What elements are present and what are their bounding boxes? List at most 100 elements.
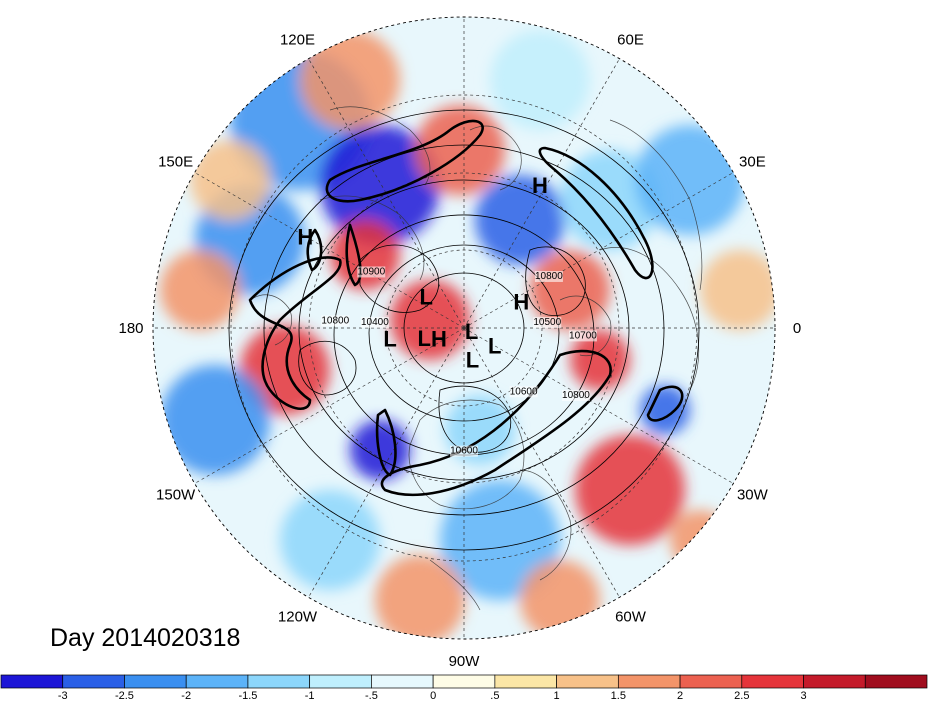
meridian-line xyxy=(308,58,465,329)
colorbar-tick-label: -2.5 xyxy=(115,690,134,702)
colorbar-tick-label: 1 xyxy=(554,690,560,702)
high-pressure-label: H xyxy=(431,327,447,352)
longitude-label-150W: 150W xyxy=(156,487,196,504)
contour-label: 10900 xyxy=(357,266,385,277)
colorbar-segment xyxy=(679,674,743,689)
colorbar-segment xyxy=(803,674,866,689)
longitude-label-180: 180 xyxy=(118,320,143,337)
colorbar-segment xyxy=(494,674,557,689)
contour-label-background xyxy=(561,389,590,401)
longitude-label-120W: 120W xyxy=(278,608,318,625)
colorbar-segment xyxy=(309,674,372,689)
anomaly-blob xyxy=(560,150,660,250)
colorbar-segment xyxy=(741,674,804,689)
meridian-line xyxy=(194,172,465,329)
colorbar-segment xyxy=(185,674,249,689)
anomaly-blob xyxy=(415,105,505,195)
meridian-line xyxy=(194,327,465,484)
high-pressure-label: H xyxy=(532,173,548,198)
longitude-label-120E: 120E xyxy=(280,32,315,49)
anomaly-blob xyxy=(390,280,470,360)
anomaly-blob xyxy=(700,250,775,330)
anomaly-blob xyxy=(320,125,440,245)
map-boundary xyxy=(152,16,776,640)
contour-label-background xyxy=(534,270,563,282)
anomaly-blob xyxy=(350,420,410,480)
longitude-labels: 90E 60E 30E 0 30W 60W 90W 120W 150W 180 150E 120E xyxy=(118,0,801,670)
contour-label: 10800 xyxy=(535,271,563,282)
colorbar-segment xyxy=(124,674,187,689)
contour-label-background xyxy=(568,330,597,342)
low-pressure-label: L xyxy=(383,326,396,351)
contour-label: 10600 xyxy=(450,446,478,457)
colorbar-segment xyxy=(617,674,681,689)
anomaly-blob xyxy=(160,250,240,330)
contour-label-background xyxy=(450,445,478,457)
colorbar-tick-label: 2.5 xyxy=(734,690,749,702)
meridian-line xyxy=(463,327,620,598)
colorbar-tick-label: 0 xyxy=(430,690,436,702)
contour-label: 10600 xyxy=(510,386,538,397)
longitude-label-60E: 60E xyxy=(617,32,644,49)
anomaly-blob xyxy=(530,250,610,330)
longitude-label-150E: 150E xyxy=(158,154,193,171)
colorbar-segment xyxy=(556,674,619,689)
colorbar-tick-label: -.5 xyxy=(365,690,378,702)
colorbar: -3 -2.5 -2 -1.5 -1 -.5 0 .5 1 1.5 2 2.5 3 xyxy=(0,674,928,702)
contour-label: 10700 xyxy=(569,330,597,341)
contour-label: 10500 xyxy=(533,317,561,328)
colorbar-segment xyxy=(0,674,64,689)
anomaly-blob xyxy=(375,555,465,639)
contour-label-background xyxy=(321,315,350,327)
anomaly-blob xyxy=(670,510,730,570)
contour-label: 10800 xyxy=(321,316,349,327)
high-pressure-label: H xyxy=(513,289,529,314)
longitude-label-90W: 90W xyxy=(449,653,481,670)
meridian-line xyxy=(463,172,734,329)
longitude-label-90E: 90E xyxy=(451,0,478,4)
colorbar-tick-label: 1.5 xyxy=(611,690,626,702)
colorbar-tick-label: -1 xyxy=(305,690,315,702)
contour-label: 10400 xyxy=(361,317,389,328)
contour-label-background xyxy=(509,386,538,398)
colorbar-segment xyxy=(432,674,496,689)
anomaly-blob xyxy=(190,140,270,220)
anomaly-blob xyxy=(440,480,560,600)
high-pressure-label: H xyxy=(297,224,313,249)
graticule xyxy=(153,17,775,639)
map-title: Day 2014020318 xyxy=(50,624,240,652)
colorbar-tick-label: .5 xyxy=(490,690,499,702)
anomaly-blob xyxy=(520,560,600,639)
anomaly-blob xyxy=(160,365,270,475)
colorbar-tick-label: -3 xyxy=(58,690,68,702)
contour-label-background xyxy=(360,316,389,328)
contour-label: 10800 xyxy=(562,390,590,401)
anomaly-shading xyxy=(153,17,775,639)
anomaly-blob xyxy=(575,435,685,545)
contour-label-background xyxy=(357,266,386,278)
colorbar-tick-label: 2 xyxy=(677,690,683,702)
colorbar-segment xyxy=(62,674,125,689)
meridian-line xyxy=(463,58,620,329)
contour-label-background xyxy=(533,317,562,329)
anomaly-blob xyxy=(280,490,380,590)
colorbar-segment xyxy=(864,674,928,689)
anomaly-blob xyxy=(635,125,745,235)
meridian-line xyxy=(308,327,465,598)
longitude-label-30W: 30W xyxy=(737,487,769,504)
anomaly-blob xyxy=(475,175,565,265)
jet-stream-contours xyxy=(248,119,684,497)
low-pressure-label: L xyxy=(488,334,501,359)
longitude-label-0: 0 xyxy=(793,320,801,337)
contour-labels: 10900 10400 10800 10500 10700 10600 10600 10800… xyxy=(321,266,597,457)
low-pressure-label: L xyxy=(465,319,478,344)
low-pressure-label: L xyxy=(418,326,431,351)
anomaly-blob xyxy=(300,30,400,130)
colorbar-segment xyxy=(247,674,311,689)
height-contours xyxy=(228,109,700,551)
colorbar-tick-label: -1.5 xyxy=(238,690,257,702)
colorbar-tick-label: -2 xyxy=(181,690,191,702)
meridian-line xyxy=(463,327,734,484)
low-pressure-label: L xyxy=(420,284,433,309)
